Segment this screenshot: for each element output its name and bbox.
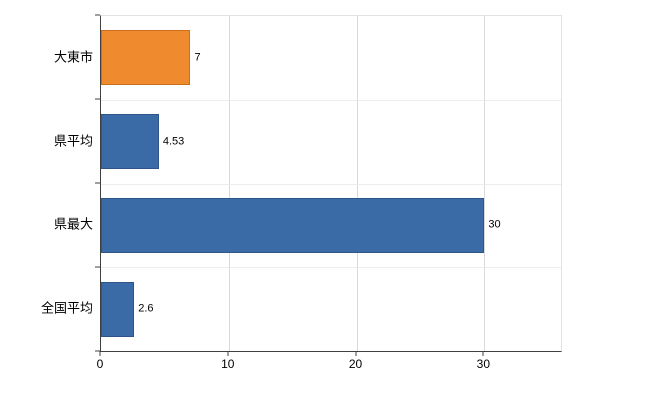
value-axis-labels: 0 10 20 30 xyxy=(96,357,560,374)
row-gridline xyxy=(101,99,561,101)
category-axis-ticks xyxy=(95,14,100,352)
y-tick-mark xyxy=(95,14,100,16)
bar-3 xyxy=(101,197,485,253)
bar-value-label: 2.6 xyxy=(138,302,154,315)
bar-1 xyxy=(101,30,191,86)
category-label: 県平均 xyxy=(53,133,93,149)
x-tick-label: 20 xyxy=(348,357,363,371)
row-gridline xyxy=(101,183,561,185)
x-tick-mark xyxy=(482,351,484,356)
y-tick-mark xyxy=(95,266,100,268)
x-tick-mark xyxy=(99,351,101,356)
x-tick-label: 30 xyxy=(476,357,491,371)
category-axis-labels: 大東市県平均県最大全国平均 xyxy=(0,15,93,350)
x-tick-mark xyxy=(355,351,357,356)
x-tick-mark xyxy=(227,351,229,356)
y-tick-mark xyxy=(95,182,100,184)
row-gridline xyxy=(101,267,561,269)
x-tick-label: 10 xyxy=(221,357,235,371)
y-tick-mark xyxy=(95,98,100,100)
category-label: 大東市 xyxy=(53,49,93,65)
value-axis-ticks xyxy=(99,351,560,356)
bar-2 xyxy=(101,114,159,170)
bar-4 xyxy=(101,281,135,337)
category-label: 全国平均 xyxy=(40,300,93,316)
bar-value-label: 7 xyxy=(194,51,201,64)
x-tick-label: 0 xyxy=(96,357,104,371)
y-tick-mark xyxy=(95,350,100,352)
bar-value-label: 30 xyxy=(488,218,501,231)
plot-area: 7 4.53 30 2.6 xyxy=(100,15,562,352)
category-label: 県最大 xyxy=(53,216,93,232)
bar-value-label: 4.53 xyxy=(162,135,185,148)
